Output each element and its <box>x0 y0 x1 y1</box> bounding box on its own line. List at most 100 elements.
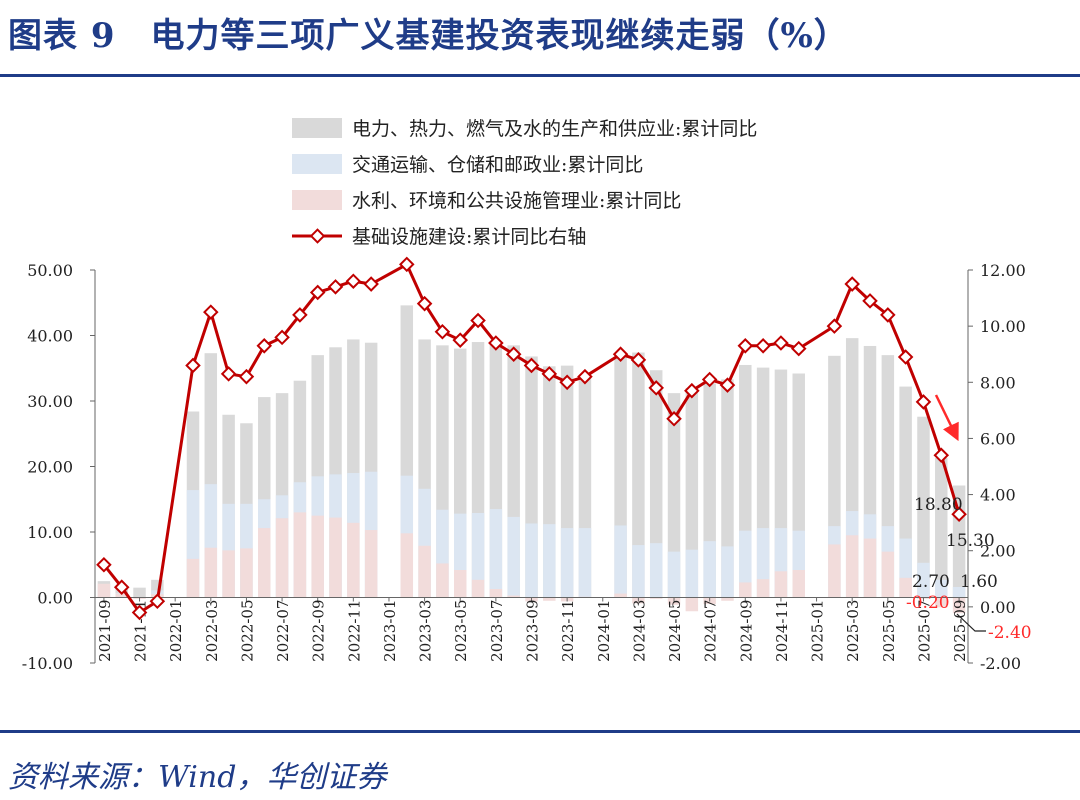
line-point-2025-03 <box>844 276 860 292</box>
bar-s1-2023-06 <box>471 513 485 598</box>
legend-swatch <box>292 154 342 174</box>
bar-s2-2022-06 <box>258 528 271 598</box>
title-rule <box>0 74 1080 77</box>
line-point-2021-09 <box>96 556 112 573</box>
line-point-2022-09 <box>309 284 326 301</box>
x-tick-label: 2025-05 <box>880 600 898 662</box>
bar-s2-2025-05 <box>881 551 895 598</box>
bar-s2-2022-03 <box>204 547 218 598</box>
x-tick-label: 2025-03 <box>844 600 862 662</box>
bar-s2-2024-02 <box>614 593 627 598</box>
data-label: -2.40 <box>988 623 1032 643</box>
bar-s0-2024-03 <box>632 352 645 598</box>
line-point-2023-05 <box>452 332 469 348</box>
bottom-rule <box>0 730 1080 733</box>
line-point-2022-12 <box>363 276 379 292</box>
bar-s2-2023-07 <box>489 588 503 598</box>
data-label: 18.80 <box>914 495 963 515</box>
bar-s2-2023-05 <box>453 569 467 598</box>
bar-s2-2023-10 <box>543 597 556 601</box>
line-point-2024-11 <box>773 335 789 351</box>
bar-s2-2025-02 <box>828 544 841 598</box>
line-point-2024-07 <box>701 371 718 388</box>
line-point-2023-02 <box>399 256 415 273</box>
x-tick-label: 2024-01 <box>595 600 613 662</box>
bar-s2-2025-08 <box>935 597 948 608</box>
line-point-2024-02 <box>612 346 629 362</box>
x-tick-label: 2023-07 <box>488 600 506 662</box>
bar-s1-2024-02 <box>614 525 627 598</box>
bar-s1-2023-11 <box>560 528 574 598</box>
line-point-2024-08 <box>719 377 736 393</box>
line-point-2023-12 <box>577 368 593 385</box>
line-point-2024-12 <box>790 340 807 357</box>
x-tick-label: 2024-05 <box>666 600 684 662</box>
line-point-2022-03 <box>203 304 219 320</box>
left-tick-label: 40.00 <box>27 327 73 346</box>
line-point-2025-02 <box>826 318 843 334</box>
line-point-2021-12 <box>149 593 166 610</box>
line-point-2023-08 <box>505 346 522 362</box>
x-tick-label: 2024-09 <box>737 600 755 662</box>
bar-s1-2025-07 <box>917 562 930 598</box>
line-point-2024-10 <box>755 338 771 354</box>
line-point-2023-11 <box>559 374 575 391</box>
data-label: -0.20 <box>906 593 950 613</box>
bar-s2-2022-08 <box>293 512 307 598</box>
bar-s2-2023-02 <box>400 533 414 598</box>
line-point-2022-04 <box>220 366 237 382</box>
bar-s2-2025-09 <box>952 597 966 614</box>
legend-swatch <box>292 190 342 210</box>
left-tick-label: 10.00 <box>27 523 73 542</box>
legend-label: 基础设施建设:累计同比右轴 <box>352 226 586 248</box>
left-tick-label: 0.00 <box>37 589 73 608</box>
bar-s0-2024-05 <box>667 393 681 598</box>
x-tick-label: 2022-03 <box>203 600 221 662</box>
bar-s2-2023-03 <box>418 545 431 598</box>
legend-marker <box>309 228 326 244</box>
bar-s2-2023-06 <box>471 579 485 598</box>
legend-label: 水利、环境和公共设施管理业:累计同比 <box>352 190 681 212</box>
x-tick-label: 2023-09 <box>524 600 542 662</box>
bar-s2-2023-08 <box>507 595 520 598</box>
axes-layer: -10.00 0.00 10.00 20.00 30.00 40.00 50.00 -2.00… <box>22 261 1026 673</box>
x-tick-label: 2024-07 <box>702 600 720 662</box>
right-tick-label: 6.00 <box>980 429 1016 448</box>
line-point-2023-07 <box>488 335 504 351</box>
line-point-2024-04 <box>648 380 664 396</box>
line-point-2022-05 <box>238 368 255 385</box>
bar-s1-2023-09 <box>525 523 538 598</box>
bar-s1-2024-05 <box>667 551 681 598</box>
bar-s1-2024-09 <box>739 530 752 598</box>
x-tick-label: 2022-05 <box>238 600 256 662</box>
x-tick-label: 2024-03 <box>630 600 648 662</box>
legend-label: 电力、热力、燃气及水的生产和供应业:累计同比 <box>352 118 757 140</box>
line-point-2024-09 <box>737 338 754 354</box>
line-point-2022-07 <box>274 329 290 346</box>
bar-s1-2024-04 <box>649 543 663 598</box>
x-tick-label: 2022-01 <box>167 600 185 662</box>
x-tick-label: 2024-11 <box>773 600 791 662</box>
line-point-2021-10 <box>113 579 130 595</box>
right-tick-label: 4.00 <box>980 486 1016 505</box>
bar-s0-2025-07 <box>917 416 930 598</box>
bar-s1-2025-09 <box>952 587 966 598</box>
x-tick-label: 2023-11 <box>559 600 577 662</box>
figure-title: 图表 9 电力等三项广义基建投资表现继续走弱（%） <box>8 16 849 56</box>
line-point-2023-09 <box>523 357 540 374</box>
bar-s1-2023-07 <box>489 509 503 598</box>
label-leader <box>956 613 986 632</box>
bar-s2-2025-04 <box>863 538 877 598</box>
bar-s2-2022-12 <box>364 530 378 598</box>
x-tick-label: 2022-07 <box>274 600 292 662</box>
bar-s2-2022-02 <box>186 558 200 598</box>
x-tick-label: 2023-03 <box>417 600 435 662</box>
legend-label: 交通运输、仓储和邮政业:累计同比 <box>352 154 643 176</box>
bar-s1-2024-07 <box>703 541 716 598</box>
bar-s2-2021-09 <box>97 583 111 598</box>
line-point-2022-11 <box>345 273 362 290</box>
bar-s0-2024-04 <box>649 370 663 598</box>
line-point-2025-08 <box>933 447 950 464</box>
bar-s1-2023-12 <box>578 528 592 598</box>
line-point-2022-08 <box>292 307 308 323</box>
